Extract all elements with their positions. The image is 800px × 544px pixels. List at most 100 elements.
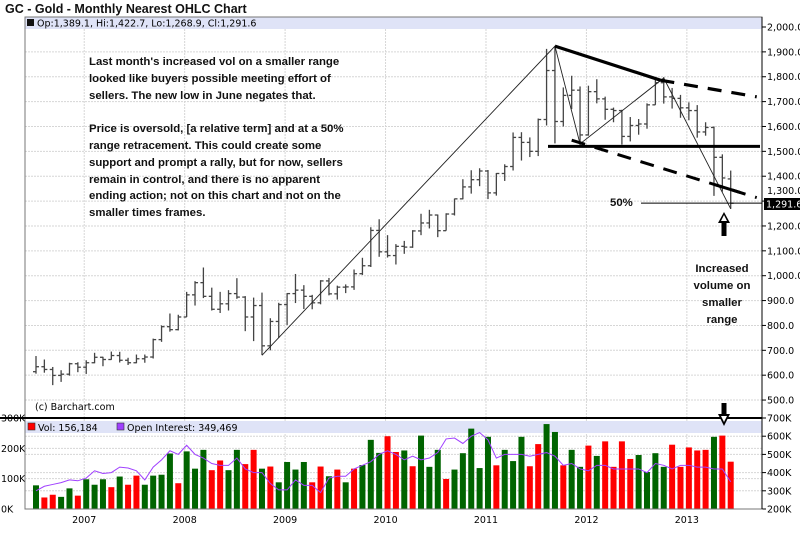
ohlc-bar (568, 75, 575, 110)
oi-legend-square (116, 422, 125, 431)
ohlc-bar (58, 370, 65, 382)
axes: 2,000.0 1,900.0 1,800.0 1,700.0 1,600.0 1,500… (0, 16, 800, 526)
price-tick-label: 1,900.0 (767, 47, 800, 58)
ohlc-bar (459, 179, 466, 200)
ohlc-bar (618, 109, 625, 145)
note-line: range retracement. This could create som… (89, 140, 321, 152)
lower-trendline-solid (714, 183, 741, 194)
ohlc-bar (694, 105, 701, 138)
ohlc-bar (426, 209, 433, 229)
volume-bar (493, 465, 500, 509)
volume-bar (434, 449, 441, 509)
volume-bar (99, 479, 106, 509)
volume-bar (250, 449, 257, 509)
volume-bar (267, 466, 274, 509)
volume-bar (409, 466, 416, 509)
ohlc-bar (376, 219, 383, 257)
price-tick-label: 1,800.0 (767, 72, 800, 83)
volume-bar (468, 428, 475, 509)
volume-bar (233, 449, 240, 509)
ohlc-bar (325, 277, 332, 296)
ohlc-bar (443, 213, 450, 232)
volume-bar (325, 476, 332, 509)
ohlc-bar (49, 366, 56, 386)
volume-bar (292, 469, 299, 509)
ohlc-bar (158, 325, 165, 342)
volume-bar (685, 447, 692, 509)
year-label: 2011 (474, 515, 498, 526)
ohlc-bar (317, 280, 324, 305)
ohlc-bar (342, 284, 349, 294)
volume-bar (610, 466, 617, 509)
lower-trendline (571, 138, 758, 200)
ohlc-bar (141, 354, 148, 363)
price-bars (33, 46, 734, 386)
volume-bar (501, 449, 508, 509)
volume-bar (175, 483, 182, 509)
volume-bar (367, 439, 374, 509)
ohlc-bar (501, 164, 508, 181)
ohlc-bar (409, 230, 416, 248)
volume-bar (284, 461, 291, 509)
oi-tick-label: 200K (767, 505, 792, 516)
year-label: 2013 (675, 515, 699, 526)
volume-bar (710, 436, 717, 509)
volume-tick-label: 100K (1, 474, 26, 485)
ohlc-bar (108, 351, 115, 361)
volume-bar (83, 479, 90, 509)
volume-bar (49, 494, 56, 509)
volume-bar (602, 441, 609, 509)
ohlc-bar (91, 352, 98, 364)
volume-bar (225, 470, 232, 509)
note-line: Price is oversold, [a relative term] and… (89, 123, 344, 135)
ohlc-bar (166, 313, 173, 332)
volume-tick-label: 200K (1, 444, 26, 455)
drawn-trendlines (261, 44, 762, 356)
price-tick-label: 1,100.0 (767, 246, 800, 257)
price-tick-label: 1,500.0 (767, 147, 800, 158)
ohlc-bar (468, 170, 475, 194)
volume-bar (33, 485, 39, 509)
ohlc-bar (300, 285, 307, 310)
ohlc-bar (133, 354, 140, 364)
volume-bar (568, 449, 575, 509)
volume-bar (618, 441, 625, 509)
volume-bar (443, 478, 450, 509)
oi-tick-label: 700K (767, 414, 792, 425)
volume-bar (694, 450, 701, 509)
note-line: volume on (694, 280, 751, 292)
year-label: 2010 (373, 515, 397, 526)
volume-bar (418, 435, 425, 509)
note-line: ending action; not on this chart and not… (89, 190, 341, 202)
oi-tick-label: 600K (767, 432, 792, 443)
price-tick-label: 800.0 (767, 321, 794, 332)
vol-legend-square (27, 422, 36, 431)
open-interest-line (35, 431, 732, 494)
upper-trendline-projection (660, 78, 757, 99)
ohlc-bar (242, 296, 249, 332)
price-tick-label: 1,200.0 (767, 221, 800, 232)
ohlc-bar (577, 86, 584, 146)
ohlc-bar (518, 132, 525, 161)
volume-bar (585, 445, 592, 509)
volume-bar (593, 455, 600, 509)
ohlc-bar (33, 356, 39, 374)
year-label: 2008 (173, 515, 197, 526)
ohlc-bar (702, 122, 709, 136)
main-annotation: Last month's increased vol on a smaller … (89, 56, 344, 219)
ohlc-bar (175, 314, 182, 331)
volume-bar (66, 488, 73, 509)
volume-bar (91, 484, 98, 509)
open-interest-series (35, 431, 732, 494)
volume-bar (577, 466, 584, 509)
volume-bar (200, 449, 207, 509)
volume-bar (334, 469, 341, 509)
down-arrow-icon (718, 403, 730, 426)
up-arrow-icon (718, 212, 730, 236)
price-tick-label: 900.0 (767, 296, 794, 307)
ohlc-bar (685, 102, 692, 121)
copyright: (c) Barchart.com (35, 402, 115, 413)
note-line: looked like buyers possible meeting effo… (89, 73, 331, 85)
ohlc-bar (677, 94, 684, 118)
